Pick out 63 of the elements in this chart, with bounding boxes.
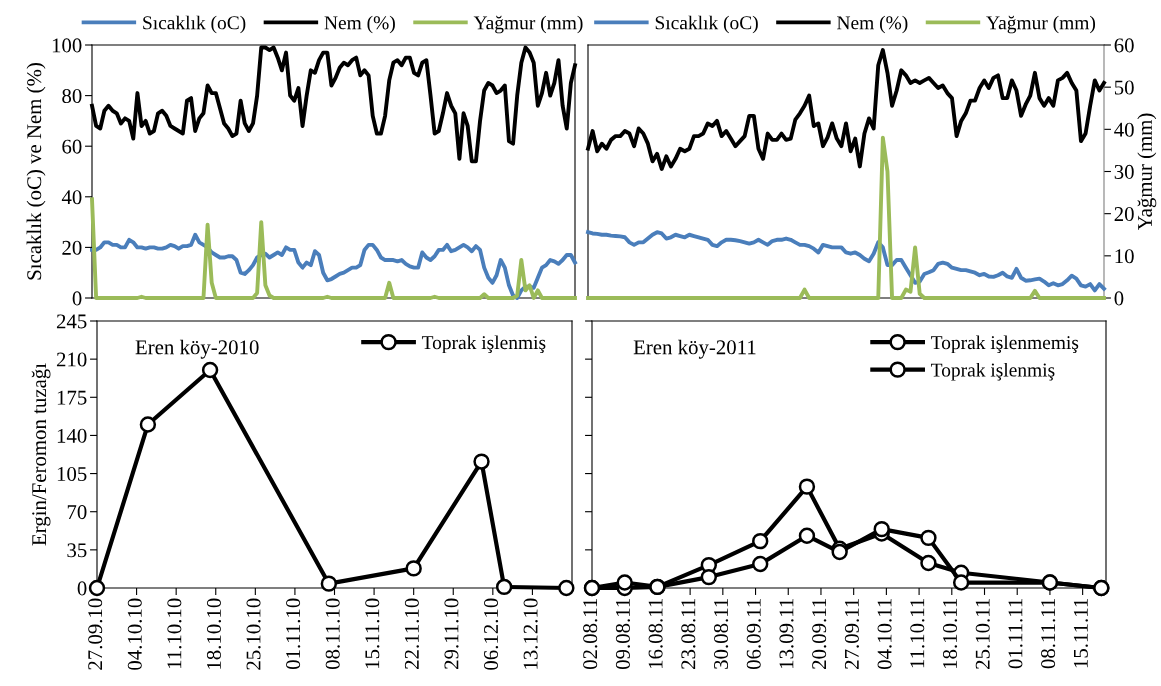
y-tick-label: 0 [77, 581, 87, 596]
x-tick-label: 16.08.11 [648, 598, 663, 669]
x-tick-label: 25.10.11 [975, 598, 990, 669]
y-tick-label: 0 [1114, 291, 1124, 306]
y-tick-label: 60 [62, 139, 82, 154]
x-tick-label: 11.10.11 [910, 598, 925, 668]
y-tick-label: 175 [57, 390, 87, 405]
y-tick-label: 20 [1114, 207, 1134, 222]
annotation: Eren köy-2011 [633, 339, 756, 359]
y-tick-label: 10 [1115, 249, 1134, 264]
x-tick-label: 27.09.11 [844, 598, 859, 669]
x-tick-label: 08.11.11 [1041, 598, 1056, 669]
y-axis-title: Yağmur (mm) [1137, 113, 1157, 231]
y-axis-title: Sıcaklık (oC) ve Nem (%) [26, 63, 46, 280]
x-tick-label: 06.09.11 [746, 598, 761, 670]
legend-label: Toprak işlenmemiş [931, 335, 1079, 354]
x-tick-label: 13.12.10 [523, 598, 538, 669]
y-tick-label: 60 [1114, 38, 1134, 53]
x-tick-label: 27.09.10 [88, 598, 103, 670]
legend-label: Yağmur (mm) [473, 15, 583, 34]
x-tick-label: 25.10.10 [246, 598, 261, 670]
y-tick-label: 70 [67, 505, 87, 520]
legend-label: Yağmur (mm) [986, 15, 1096, 34]
x-tick-label: 11.10.10 [167, 598, 182, 669]
x-tick-label: 04.10.11 [877, 598, 892, 670]
y-tick-label: 105 [57, 466, 87, 481]
x-tick-label: 30.08.11 [713, 598, 729, 669]
y-tick-label: 0 [72, 291, 82, 306]
y-tick-label: 140 [57, 428, 87, 443]
y-tick-label: 80 [62, 88, 82, 104]
y-tick-label: 245 [56, 314, 87, 329]
x-tick-label: 09.08.11 [615, 598, 631, 670]
legend-label: Sıcaklık (oC) [655, 15, 758, 34]
x-tick-label: 04.10.10 [127, 598, 142, 670]
x-tick-label: 22.11.10 [404, 598, 419, 669]
x-tick-label: 08.11.10 [325, 598, 340, 670]
legend-label: Nem (%) [837, 15, 908, 34]
x-tick-label: 29.11.10 [444, 598, 459, 669]
y-tick-label: 50 [1114, 80, 1134, 95]
x-tick-label: 18.10.11 [942, 598, 958, 669]
y-axis-title: Ergin/Feromon tuzağı [31, 363, 51, 546]
x-tick-label: 23.08.11 [681, 598, 696, 669]
x-tick-label: 13.09.11 [779, 598, 794, 669]
x-tick-label: 20.09.11 [812, 598, 827, 669]
y-tick-label: 40 [1114, 122, 1134, 137]
x-tick-label: 15.11.10 [365, 598, 380, 669]
y-tick-label: 30 [1114, 164, 1134, 179]
y-tick-label: 35 [67, 543, 87, 558]
legend-label: Sıcaklık (oC) [143, 15, 246, 34]
x-tick-label: 01.11.10 [286, 598, 301, 670]
y-tick-label: 40 [61, 190, 82, 205]
y-tick-label: 20 [62, 240, 82, 255]
legend-label: Toprak işlenmiş [931, 362, 1055, 381]
x-tick-label: 06.12.10 [483, 598, 499, 670]
x-tick-label: 02.08.11 [583, 598, 598, 670]
legend-label: Toprak işlenmiş [421, 335, 546, 354]
x-tick-label: 15.11.11 [1073, 598, 1088, 668]
y-tick-label: 210 [56, 352, 87, 367]
legend-label: Nem (%) [324, 15, 395, 34]
x-tick-label: 01.11.11 [1008, 598, 1023, 669]
x-tick-label: 18.10.10 [206, 598, 222, 669]
y-tick-label: 100 [52, 38, 82, 53]
annotation: Eren köy-2010 [135, 339, 259, 359]
